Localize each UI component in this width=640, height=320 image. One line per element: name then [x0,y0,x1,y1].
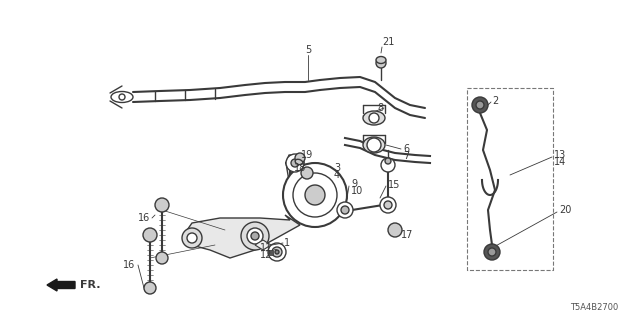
Ellipse shape [376,57,386,63]
Text: 4: 4 [334,170,340,180]
Text: 9: 9 [351,179,357,189]
Text: 1: 1 [284,238,290,248]
Text: 12: 12 [260,250,272,260]
Text: 19: 19 [301,150,313,160]
Text: 15: 15 [388,180,401,190]
Ellipse shape [363,137,385,153]
Text: 17: 17 [401,230,413,240]
Circle shape [384,201,392,209]
FancyArrow shape [47,279,75,291]
Text: 16: 16 [123,260,135,270]
Polygon shape [185,215,300,258]
Text: 3: 3 [334,163,340,173]
Circle shape [155,198,169,212]
Circle shape [187,233,197,243]
Circle shape [484,244,500,260]
Circle shape [385,158,391,164]
Text: 18: 18 [294,163,306,173]
Text: 7: 7 [403,151,409,161]
Circle shape [144,282,156,294]
Circle shape [341,206,349,214]
Circle shape [295,153,305,163]
Circle shape [268,243,286,261]
Circle shape [305,185,325,205]
Circle shape [301,167,313,179]
Ellipse shape [111,92,133,102]
Circle shape [156,252,168,264]
Circle shape [291,159,299,167]
Circle shape [247,228,263,244]
Circle shape [143,228,157,242]
Bar [268,250,273,255]
Circle shape [272,247,282,257]
Text: 8: 8 [377,103,383,113]
Circle shape [119,94,125,100]
Circle shape [337,202,353,218]
Circle shape [380,197,396,213]
Circle shape [241,222,269,250]
Circle shape [376,58,386,68]
Circle shape [472,97,488,113]
Text: T5A4B2700: T5A4B2700 [570,303,618,313]
Circle shape [286,154,304,172]
Text: 5: 5 [305,45,311,55]
Text: 20: 20 [559,205,572,215]
Circle shape [488,248,496,256]
Polygon shape [255,240,271,250]
Ellipse shape [363,111,385,125]
Circle shape [369,113,379,123]
Text: 2: 2 [492,96,499,106]
Circle shape [476,101,484,109]
Text: 21: 21 [382,37,394,47]
Circle shape [251,232,259,240]
Text: 6: 6 [403,144,409,154]
Text: 11: 11 [260,243,272,253]
Circle shape [381,158,395,172]
Circle shape [275,250,279,254]
Text: FR.: FR. [80,280,100,290]
Text: 13: 13 [554,150,566,160]
Text: 16: 16 [138,213,150,223]
Circle shape [182,228,202,248]
Circle shape [367,138,381,152]
Text: 10: 10 [351,186,364,196]
Text: 14: 14 [554,157,566,167]
Circle shape [283,163,347,227]
Circle shape [293,173,337,217]
Circle shape [388,223,402,237]
Ellipse shape [295,159,303,165]
